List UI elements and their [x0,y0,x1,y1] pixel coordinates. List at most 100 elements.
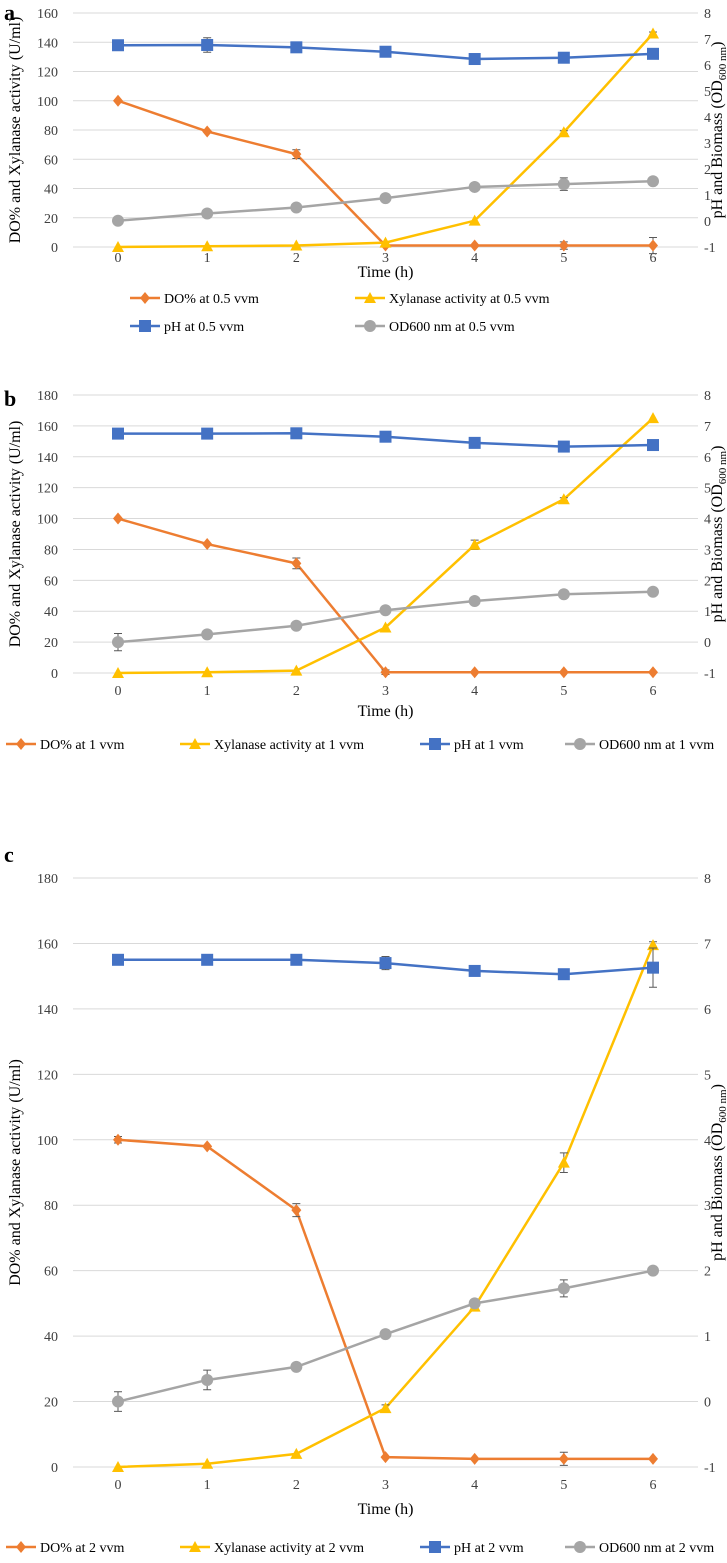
x-tick-label: 5 [560,684,567,699]
y-tick-label: 40 [44,605,58,620]
data-point [558,239,569,252]
x-tick-label: 0 [115,1478,122,1493]
data-point [112,427,124,440]
y-tick-label: 100 [37,95,58,110]
y2-tick-label: 4 [704,513,711,528]
data-point [113,512,123,525]
data-point [201,666,214,678]
y-tick-label: 80 [44,543,58,558]
y-tick-label: 160 [37,937,58,952]
data-point [291,557,302,570]
data-point [647,585,659,598]
data-point [557,178,570,191]
data-point [379,45,392,58]
data-point [557,51,570,64]
x-tick-label: 1 [204,684,211,699]
legend-label: pH at 2 vvm [454,1541,524,1556]
x-tick-label: 5 [560,1478,567,1493]
legend-square-icon [429,738,441,750]
legend-diamond-icon [16,738,26,750]
x-axis-title: Time (h) [358,264,414,281]
series-square [112,947,659,988]
y2-tick-label: 7 [704,33,711,48]
data-point [379,621,392,633]
legend-item: Xylanase activity at 0.5 vvm [355,292,550,307]
x-tick-label: 3 [382,684,389,699]
y2-axis-title-end: ) [709,1084,726,1089]
y2-tick-label: 3 [704,137,711,152]
legend-item: DO% at 1 vvm [6,738,124,753]
y2-tick-label: 5 [704,1068,711,1083]
x-axis-title: Time (h) [358,1501,414,1518]
series-triangle [112,939,659,1472]
data-point [648,1452,658,1465]
data-point [469,1452,480,1465]
data-point [647,27,659,39]
series-circle [112,175,659,227]
y-tick-label: 20 [44,636,58,651]
legend-label: Xylanase activity at 0.5 vvm [389,292,550,307]
y-tick-label: 60 [44,153,58,168]
series-diamond [113,512,658,679]
y-tick-label: 20 [44,1396,58,1411]
legend-item: Xylanase activity at 2 vvm [180,1541,364,1556]
legend-item: DO% at 2 vvm [6,1541,124,1556]
data-point [112,953,124,966]
y2-axis-title-end: ) [709,42,726,47]
y-tick-label: 80 [44,1199,58,1214]
legend-circle-icon [574,738,586,750]
data-point [380,1451,391,1464]
data-point [468,538,481,550]
legend-circle-icon [364,320,376,332]
data-point [379,1328,392,1341]
data-point [380,666,391,679]
y-tick-label: 40 [44,1330,58,1345]
y2-tick-label: 8 [704,389,711,404]
y2-tick-label: 2 [704,1265,711,1280]
data-point [290,664,303,676]
x-axis-title: Time (h) [358,703,414,720]
data-point [201,240,214,252]
legend-item: OD600 nm at 0.5 vvm [355,320,515,335]
series-triangle [112,412,659,678]
y-tick-label: 100 [37,513,58,528]
data-point [112,1461,124,1472]
y2-tick-label: 0 [704,636,711,651]
x-tick-label: 0 [115,251,122,266]
y2-tick-label: -1 [704,667,716,682]
legend-label: DO% at 1 vvm [40,738,124,753]
data-point [379,957,392,970]
x-tick-label: 5 [560,251,567,266]
data-point [202,1140,213,1153]
legend-label: pH at 0.5 vvm [164,320,244,335]
data-point [201,427,214,440]
series-circle [112,1264,659,1412]
data-point [648,666,658,679]
y2-axis-title-main: pH and Biomass (OD [709,484,726,622]
data-point [379,236,392,248]
data-point [112,1395,124,1408]
legend-label: OD600 nm at 0.5 vvm [389,320,515,335]
y2-tick-label: 3 [704,543,711,558]
data-point [557,588,570,601]
data-point [468,180,481,193]
data-point [202,538,213,551]
data-point [291,1204,302,1217]
y-tick-label: 160 [37,420,58,435]
y2-axis-title-main: pH and Biomass (OD [709,80,726,218]
data-point [379,604,392,617]
y-tick-label: 180 [37,389,58,404]
y-tick-label: 0 [51,667,58,682]
data-point [290,1447,303,1459]
legend-diamond-icon [140,292,150,304]
y2-axis-title-subscript: 600 nm [717,1089,727,1123]
legend-triangle-icon [364,292,376,303]
series-square [112,37,659,66]
data-point [201,628,214,641]
data-point [291,148,302,161]
y-axis-title: DO% and Xylanase activity (U/ml) [7,17,24,244]
data-point [557,968,570,981]
data-point [290,953,303,966]
data-point [113,94,123,107]
